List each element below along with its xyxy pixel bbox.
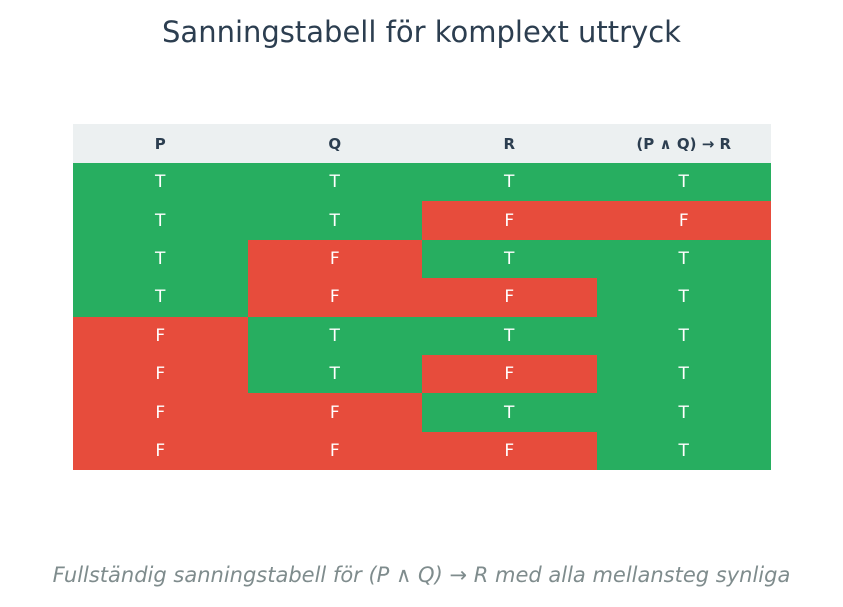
column-header: P bbox=[73, 124, 248, 163]
table-cell: T bbox=[596, 316, 771, 355]
table-cell: T bbox=[596, 393, 771, 432]
table-cell: T bbox=[247, 201, 422, 240]
column-header: R bbox=[422, 124, 597, 163]
table-cell: F bbox=[422, 278, 597, 317]
table-cell: F bbox=[73, 354, 248, 394]
table-cell: T bbox=[247, 163, 422, 202]
table-cell: F bbox=[422, 354, 597, 394]
table-cell: T bbox=[596, 431, 771, 471]
column-header: (P ∧ Q) → R bbox=[596, 124, 771, 163]
table-cell: F bbox=[247, 239, 422, 279]
table-cell: T bbox=[73, 201, 248, 240]
table-cell: F bbox=[596, 201, 771, 240]
table-cell: T bbox=[247, 316, 422, 355]
table-cell: F bbox=[422, 431, 597, 471]
table-cell: F bbox=[73, 431, 248, 471]
table-cell: T bbox=[73, 163, 248, 202]
table-cell: T bbox=[73, 278, 248, 317]
table-cell: T bbox=[596, 354, 771, 394]
table-cell: T bbox=[596, 163, 771, 202]
table-cell: T bbox=[422, 393, 597, 432]
table-cell: F bbox=[247, 393, 422, 432]
table-cell: T bbox=[422, 316, 597, 355]
table-cell: T bbox=[247, 354, 422, 394]
table-cell: F bbox=[73, 316, 248, 355]
table-cell: T bbox=[73, 239, 248, 279]
table-cell: F bbox=[247, 431, 422, 471]
table-cell: F bbox=[422, 201, 597, 240]
chart-caption: Fullständig sanningstabell för (P ∧ Q) →… bbox=[52, 563, 791, 587]
header-row: P Q R (P ∧ Q) → R bbox=[73, 124, 771, 163]
table-cell: F bbox=[247, 278, 422, 317]
table-header: P Q R (P ∧ Q) → R bbox=[73, 124, 771, 163]
table-cell: T bbox=[422, 163, 597, 202]
table-cell: T bbox=[422, 239, 597, 279]
chart-title: Sanningstabell för komplext uttryck bbox=[162, 15, 681, 49]
table-cell: F bbox=[73, 393, 248, 432]
table-cell: T bbox=[596, 278, 771, 317]
column-header: Q bbox=[247, 124, 422, 163]
table-cell: T bbox=[596, 239, 771, 279]
